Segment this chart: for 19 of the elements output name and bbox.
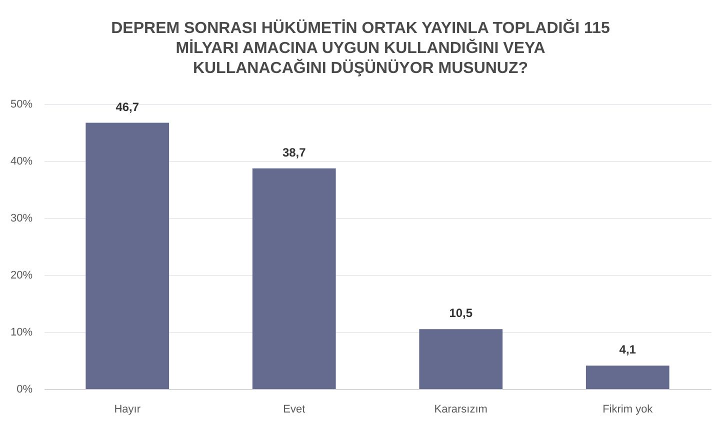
y-tick-label: 20% [10,270,33,282]
x-tick-label: Kararsızım [434,404,488,416]
data-label: 46,7 [116,100,140,114]
y-tick-label: 10% [10,326,33,338]
x-tick-label: Fikrim yok [602,404,654,416]
y-tick-label: 50% [10,98,33,110]
bar [86,122,170,389]
x-tick-label: Hayır [114,404,141,416]
bar [586,366,670,389]
data-label: 10,5 [449,306,473,320]
bar [252,168,336,389]
bar [419,329,503,389]
x-tick-label: Evet [283,404,306,416]
y-tick-label: 40% [10,156,33,168]
data-label: 38,7 [282,145,306,160]
chart-title: DEPREM SONRASI HÜKÜMETİN ORTAK YAYINLA TOPLADIĞI 115 MİLYARI AMACINA UYGUN KULLANDIĞINI VEYA KULLANACAĞINI DÜŞÜNÜYOR MUSUNUZ? [111,18,610,77]
y-tick-label: 0% [16,384,33,396]
y-tick-label: 30% [10,212,33,224]
data-label: 4,1 [619,342,636,357]
